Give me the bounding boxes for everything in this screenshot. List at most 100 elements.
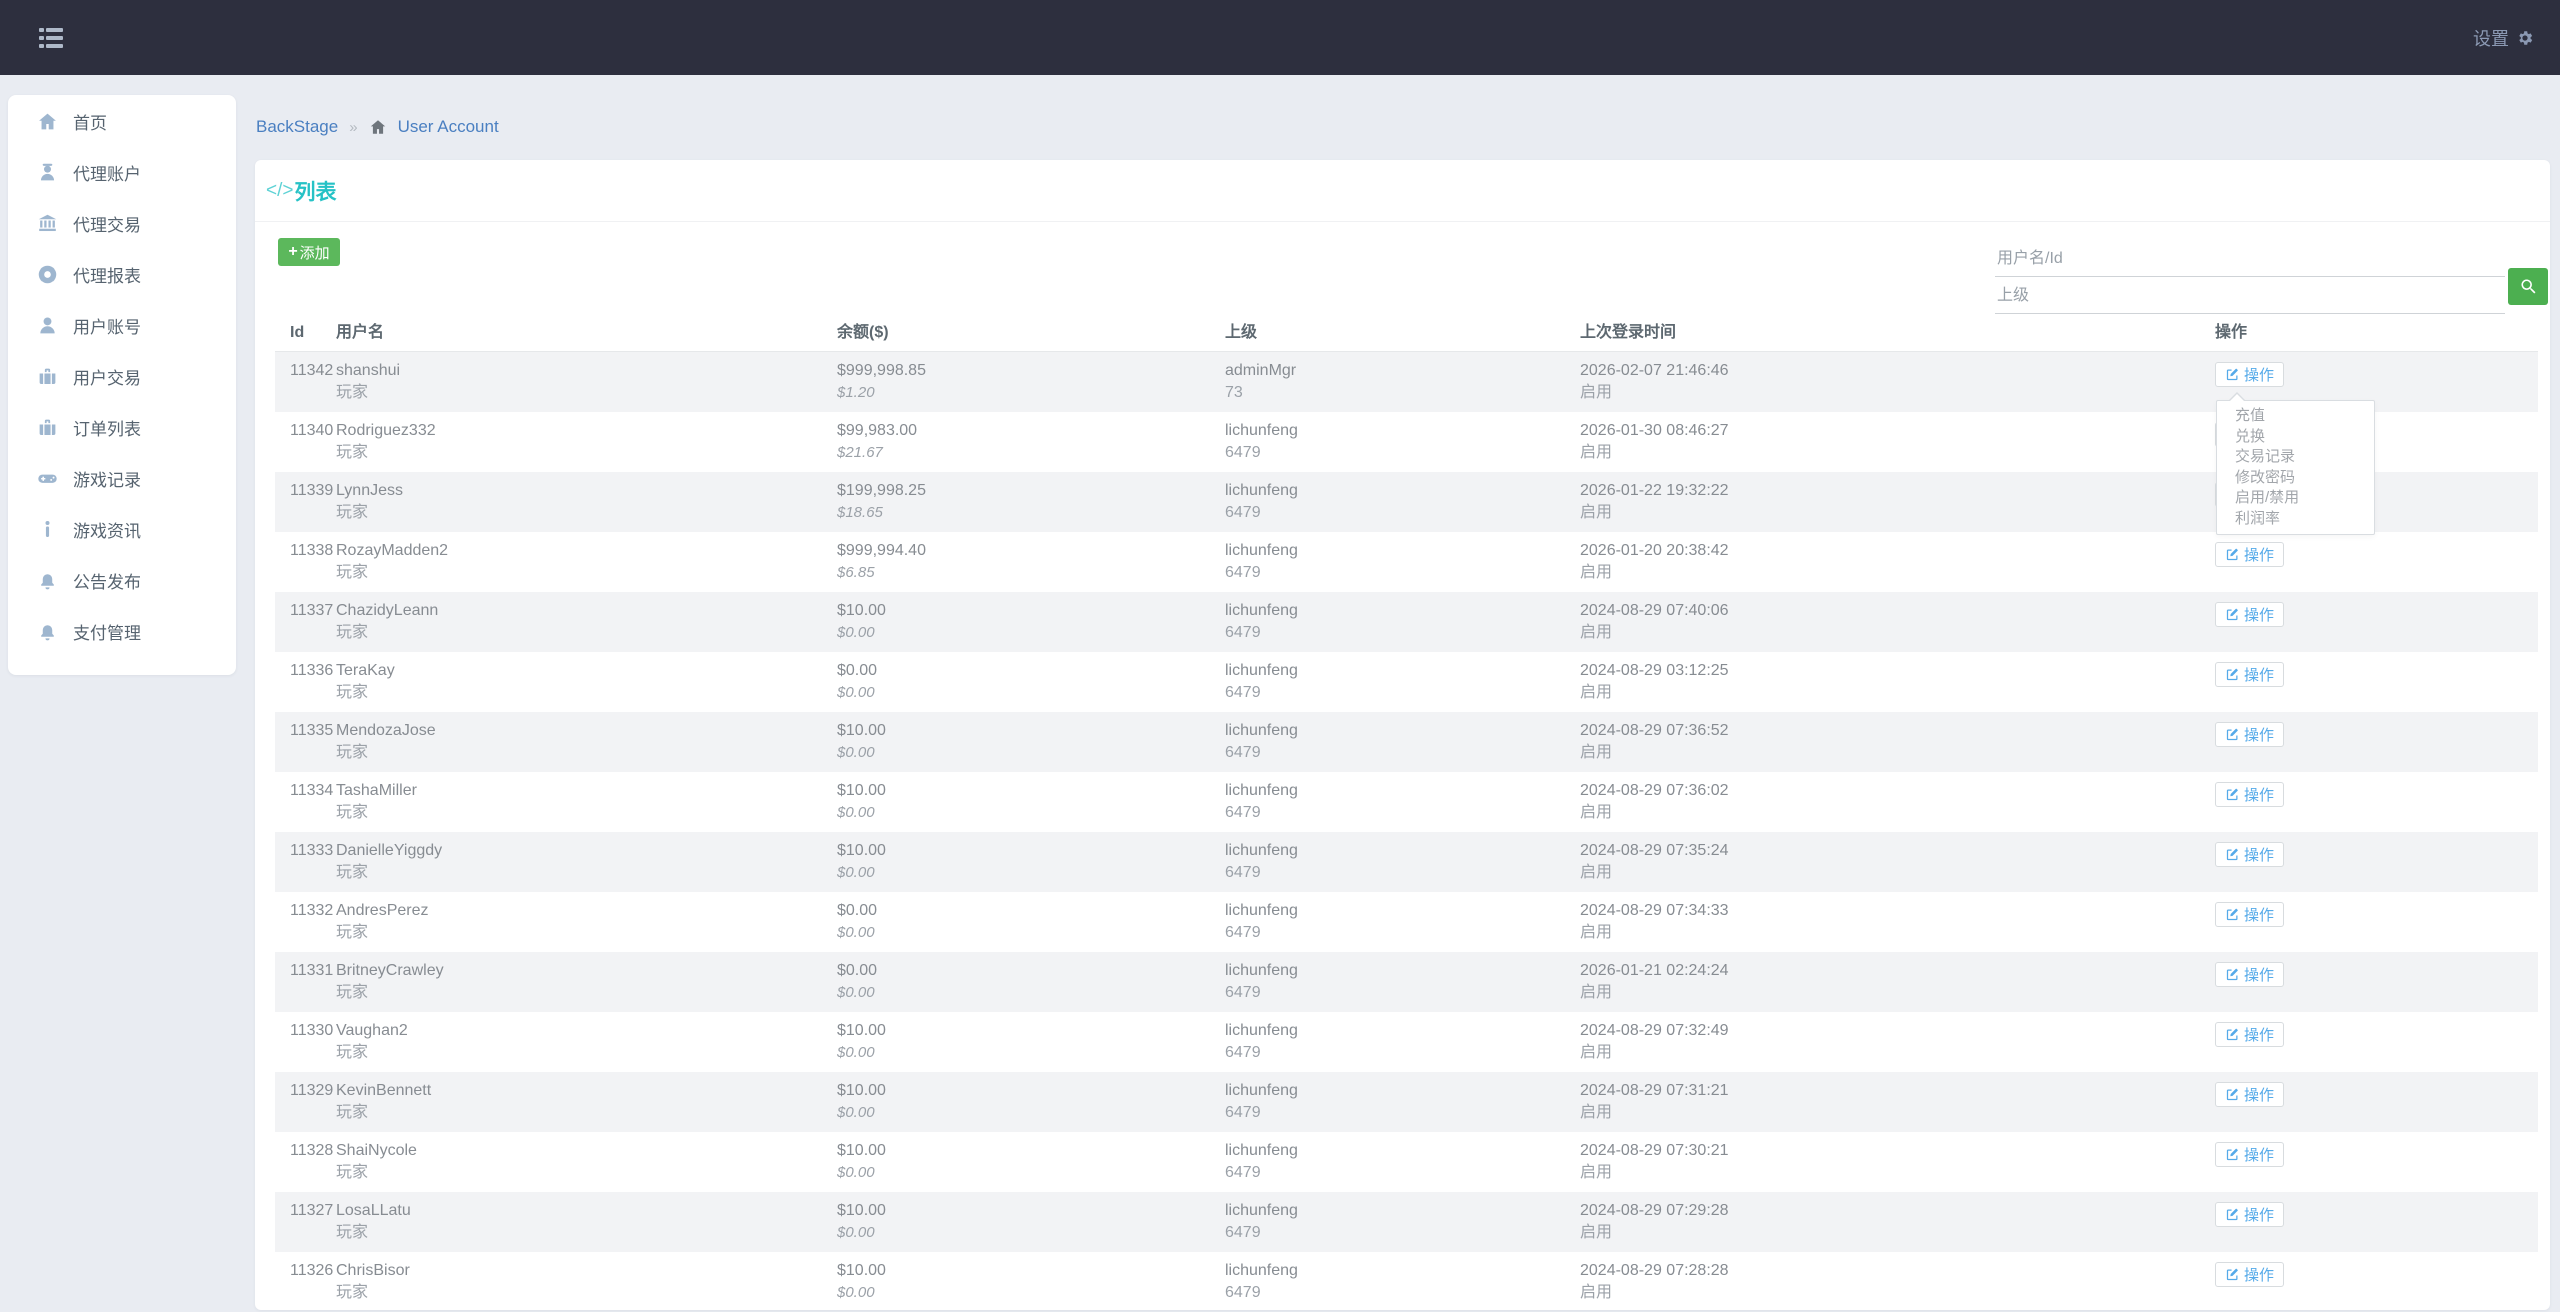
menu-item-enable-disable[interactable]: 启用/禁用 <box>2235 489 2300 506</box>
table-row: 11328 ShaiNycole 玩家 $10.00 $0.00 lichunf… <box>275 1132 2538 1192</box>
page-title: 列表 <box>294 180 337 204</box>
username: shanshui <box>336 362 401 379</box>
sidebar-item-label: 代理报表 <box>73 267 141 286</box>
table-row: 11337 ChazidyLeann 玩家 $10.00 $0.00 lichu… <box>275 592 2538 652</box>
username-id-input[interactable] <box>1995 241 2505 277</box>
balance: $199,998.25 <box>837 482 926 499</box>
status-enabled: 启用 <box>1580 1284 1613 1301</box>
parent-id: 6479 <box>1225 984 1261 1001</box>
parent-input[interactable] <box>1995 278 2505 314</box>
status-enabled: 启用 <box>1580 864 1613 881</box>
menu-item-recharge[interactable]: 充值 <box>2235 407 2266 424</box>
balance: $10.00 <box>837 1022 886 1039</box>
parent-name: lichunfeng <box>1225 542 1298 559</box>
parent-id: 6479 <box>1225 1044 1261 1061</box>
sidebar-item-label: 用户交易 <box>73 369 141 388</box>
edit-icon <box>2225 1027 2240 1042</box>
parent-id: 6479 <box>1225 504 1261 521</box>
breadcrumb-current-link[interactable]: User Account <box>397 117 499 136</box>
last-login-time: 2024-08-29 07:36:02 <box>1580 782 1729 799</box>
balance: $10.00 <box>837 722 886 739</box>
username: TashaMiller <box>336 782 417 799</box>
row-action-button[interactable]: 操作 <box>2215 1022 2285 1047</box>
add-button[interactable]: + 添加 <box>278 238 340 266</box>
briefcase-icon <box>34 366 60 387</box>
row-action-button[interactable]: 操作 <box>2215 902 2285 927</box>
parent-name: lichunfeng <box>1225 1142 1298 1159</box>
sidebar-item-agent-report[interactable]: 代理报表 <box>8 249 236 300</box>
user-role: 玩家 <box>336 564 369 581</box>
parent-id: 6479 <box>1225 564 1261 581</box>
user-id: 11329 <box>290 1082 334 1099</box>
search-button[interactable] <box>2508 268 2548 305</box>
status-enabled: 启用 <box>1580 924 1613 941</box>
user-role: 玩家 <box>336 444 369 461</box>
row-action-button[interactable]: 操作 <box>2215 1202 2285 1227</box>
bell-icon <box>34 570 60 591</box>
last-login-time: 2026-01-22 19:32:22 <box>1580 482 1729 499</box>
row-action-label: 操作 <box>2244 727 2275 744</box>
username: TeraKay <box>336 662 395 679</box>
table-row: 11333 DanielleYiggdy 玩家 $10.00 $0.00 lic… <box>275 832 2538 892</box>
row-action-button[interactable]: 操作 <box>2215 1262 2285 1287</box>
user-role: 玩家 <box>336 1284 369 1301</box>
sidebar-item-game-records[interactable]: 游戏记录 <box>8 453 236 504</box>
status-enabled: 启用 <box>1580 804 1613 821</box>
settings-button[interactable]: 设置 <box>2473 25 2534 51</box>
status-enabled: 启用 <box>1580 504 1613 521</box>
sidebar-item-game-news[interactable]: 游戏资讯 <box>8 504 236 555</box>
user-id: 11339 <box>290 482 334 499</box>
user-account-table: Id 用户名 余额($) 上级 上次登录时间 操作 11342 shanshui… <box>275 310 2538 1312</box>
status-enabled: 启用 <box>1580 1224 1613 1241</box>
row-action-button[interactable]: 操作 <box>2215 542 2285 567</box>
menu-item-transactions[interactable]: 交易记录 <box>2235 448 2296 465</box>
column-header-username: 用户名 <box>336 310 837 352</box>
breadcrumb-root-link[interactable]: BackStage <box>256 117 339 136</box>
user-role: 玩家 <box>336 384 369 401</box>
top-navbar: 设置 <box>0 0 2560 75</box>
parent-name: lichunfeng <box>1225 482 1298 499</box>
sidebar-item-announcement[interactable]: 公告发布 <box>8 555 236 606</box>
row-action-button[interactable]: 操作 <box>2215 1082 2285 1107</box>
menu-item-profit-rate[interactable]: 利润率 <box>2235 509 2281 527</box>
row-action-button[interactable]: 操作 <box>2215 362 2285 387</box>
sidebar-item-order-list[interactable]: 订单列表 <box>8 402 236 453</box>
row-action-button[interactable]: 操作 <box>2215 722 2285 747</box>
parent-id: 6479 <box>1225 1104 1261 1121</box>
menu-item-change-password[interactable]: 修改密码 <box>2235 468 2296 486</box>
home-icon <box>34 111 60 132</box>
sidebar-item-agent-account[interactable]: 代理账户 <box>8 147 236 198</box>
user-id: 11337 <box>290 602 334 619</box>
user-role: 玩家 <box>336 1104 369 1121</box>
edit-icon <box>2225 1087 2240 1102</box>
parent-name: lichunfeng <box>1225 662 1298 679</box>
sidebar-item-agent-trade[interactable]: 代理交易 <box>8 198 236 249</box>
row-action-button[interactable]: 操作 <box>2215 962 2285 987</box>
sidebar-item-label: 用户账号 <box>73 318 141 337</box>
column-header-parent: 上级 <box>1225 310 1580 352</box>
info-icon <box>34 519 60 540</box>
balance-secondary: $18.65 <box>837 504 883 521</box>
row-action-button[interactable]: 操作 <box>2215 602 2285 627</box>
sidebar-item-home[interactable]: 首页 <box>8 96 236 147</box>
menu-item-exchange[interactable]: 兑换 <box>2235 427 2266 445</box>
table-row: 11326 ChrisBisor 玩家 $10.00 $0.00 lichunf… <box>275 1252 2538 1312</box>
sidebar-item-label: 公告发布 <box>73 573 141 592</box>
parent-id: 6479 <box>1225 444 1261 461</box>
row-action-button[interactable]: 操作 <box>2215 842 2285 867</box>
sidebar-item-payment[interactable]: 支付管理 <box>8 606 236 657</box>
table-row: 11336 TeraKay 玩家 $0.00 $0.00 lichunfeng … <box>275 652 2538 712</box>
last-login-time: 2024-08-29 07:35:24 <box>1580 842 1729 859</box>
row-action-button[interactable]: 操作 <box>2215 1142 2285 1167</box>
user-role: 玩家 <box>336 984 369 1001</box>
user-role: 玩家 <box>336 624 369 641</box>
sidebar-item-user-trade[interactable]: 用户交易 <box>8 351 236 402</box>
row-action-button[interactable]: 操作 <box>2215 662 2285 687</box>
sidebar-item-label: 订单列表 <box>73 420 141 439</box>
balance-secondary: $0.00 <box>837 1224 875 1241</box>
settings-label: 设置 <box>2473 28 2509 49</box>
sidebar-item-user-account[interactable]: 用户账号 <box>8 300 236 351</box>
parent-name: adminMgr <box>1225 362 1297 379</box>
sidebar-toggle-button[interactable] <box>39 27 63 49</box>
row-action-button[interactable]: 操作 <box>2215 782 2285 807</box>
